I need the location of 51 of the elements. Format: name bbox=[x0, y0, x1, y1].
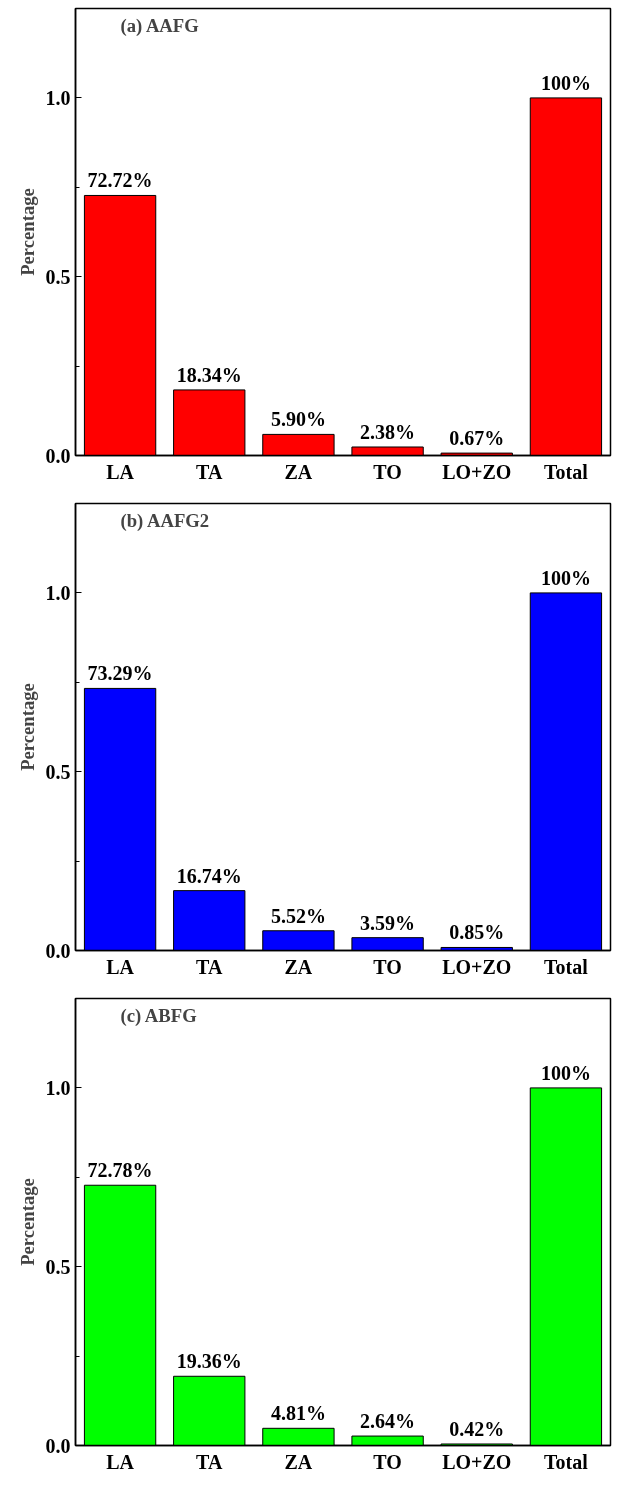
x-tick-label: TA bbox=[196, 955, 223, 978]
data-label: 72.72% bbox=[87, 169, 153, 192]
x-tick-label: TO bbox=[373, 955, 402, 978]
x-tick-label: Total bbox=[544, 1450, 589, 1473]
x-tick-label: TO bbox=[373, 460, 402, 483]
x-tick-label: ZA bbox=[284, 460, 313, 483]
x-tick-label: Total bbox=[544, 460, 589, 483]
x-tick-label: ZA bbox=[284, 955, 313, 978]
data-label: 5.52% bbox=[270, 904, 326, 927]
x-tick-label: LA bbox=[106, 1450, 135, 1473]
x-tick-label: LO+ZO bbox=[442, 460, 512, 483]
x-tick-label: LA bbox=[106, 460, 135, 483]
y-tick-label: 1.0 bbox=[45, 581, 71, 604]
y-axis-title: Percentage bbox=[16, 1178, 38, 1266]
y-tick-label: 0.0 bbox=[45, 444, 71, 467]
y-tick-label: 1.0 bbox=[45, 86, 71, 109]
y-tick-label: 0.5 bbox=[45, 265, 71, 288]
data-label: 2.64% bbox=[360, 1410, 416, 1433]
chart-title: (c) ABFG bbox=[120, 1004, 197, 1027]
y-tick-label: 1.0 bbox=[45, 1076, 71, 1099]
data-label: 100% bbox=[540, 566, 591, 589]
x-tick-label: LO+ZO bbox=[442, 955, 512, 978]
data-label: 18.34% bbox=[176, 363, 242, 386]
y-tick-label: 0.0 bbox=[45, 939, 71, 962]
chart-title: (b) AAFG2 bbox=[120, 509, 210, 532]
y-tick-label: 0.0 bbox=[45, 1434, 71, 1457]
x-tick-label: LA bbox=[106, 955, 135, 978]
data-label: 19.36% bbox=[176, 1350, 242, 1373]
y-tick-label: 0.5 bbox=[45, 760, 71, 783]
data-label: 73.29% bbox=[87, 662, 153, 685]
x-tick-label: TA bbox=[196, 460, 223, 483]
y-axis-title: Percentage bbox=[16, 683, 38, 771]
data-label: 16.74% bbox=[176, 864, 242, 887]
chart-title: (a) AAFG bbox=[120, 14, 199, 37]
x-tick-label: TA bbox=[196, 1450, 223, 1473]
x-tick-label: Total bbox=[544, 955, 589, 978]
y-tick-label: 0.5 bbox=[45, 1255, 71, 1278]
data-label: 72.78% bbox=[87, 1159, 153, 1182]
data-label: 0.85% bbox=[449, 921, 505, 944]
data-label: 2.38% bbox=[360, 420, 416, 443]
y-axis-title: Percentage bbox=[16, 188, 38, 276]
data-label: 100% bbox=[540, 1061, 591, 1084]
data-label: 4.81% bbox=[270, 1402, 326, 1425]
data-label: 0.67% bbox=[449, 427, 505, 450]
data-label: 5.90% bbox=[270, 408, 326, 431]
x-tick-label: LO+ZO bbox=[442, 1450, 512, 1473]
data-label: 3.59% bbox=[360, 911, 416, 934]
data-label: 0.42% bbox=[449, 1418, 505, 1440]
data-label: 100% bbox=[540, 71, 591, 94]
x-tick-label: ZA bbox=[284, 1450, 313, 1473]
x-tick-label: TO bbox=[373, 1450, 402, 1473]
